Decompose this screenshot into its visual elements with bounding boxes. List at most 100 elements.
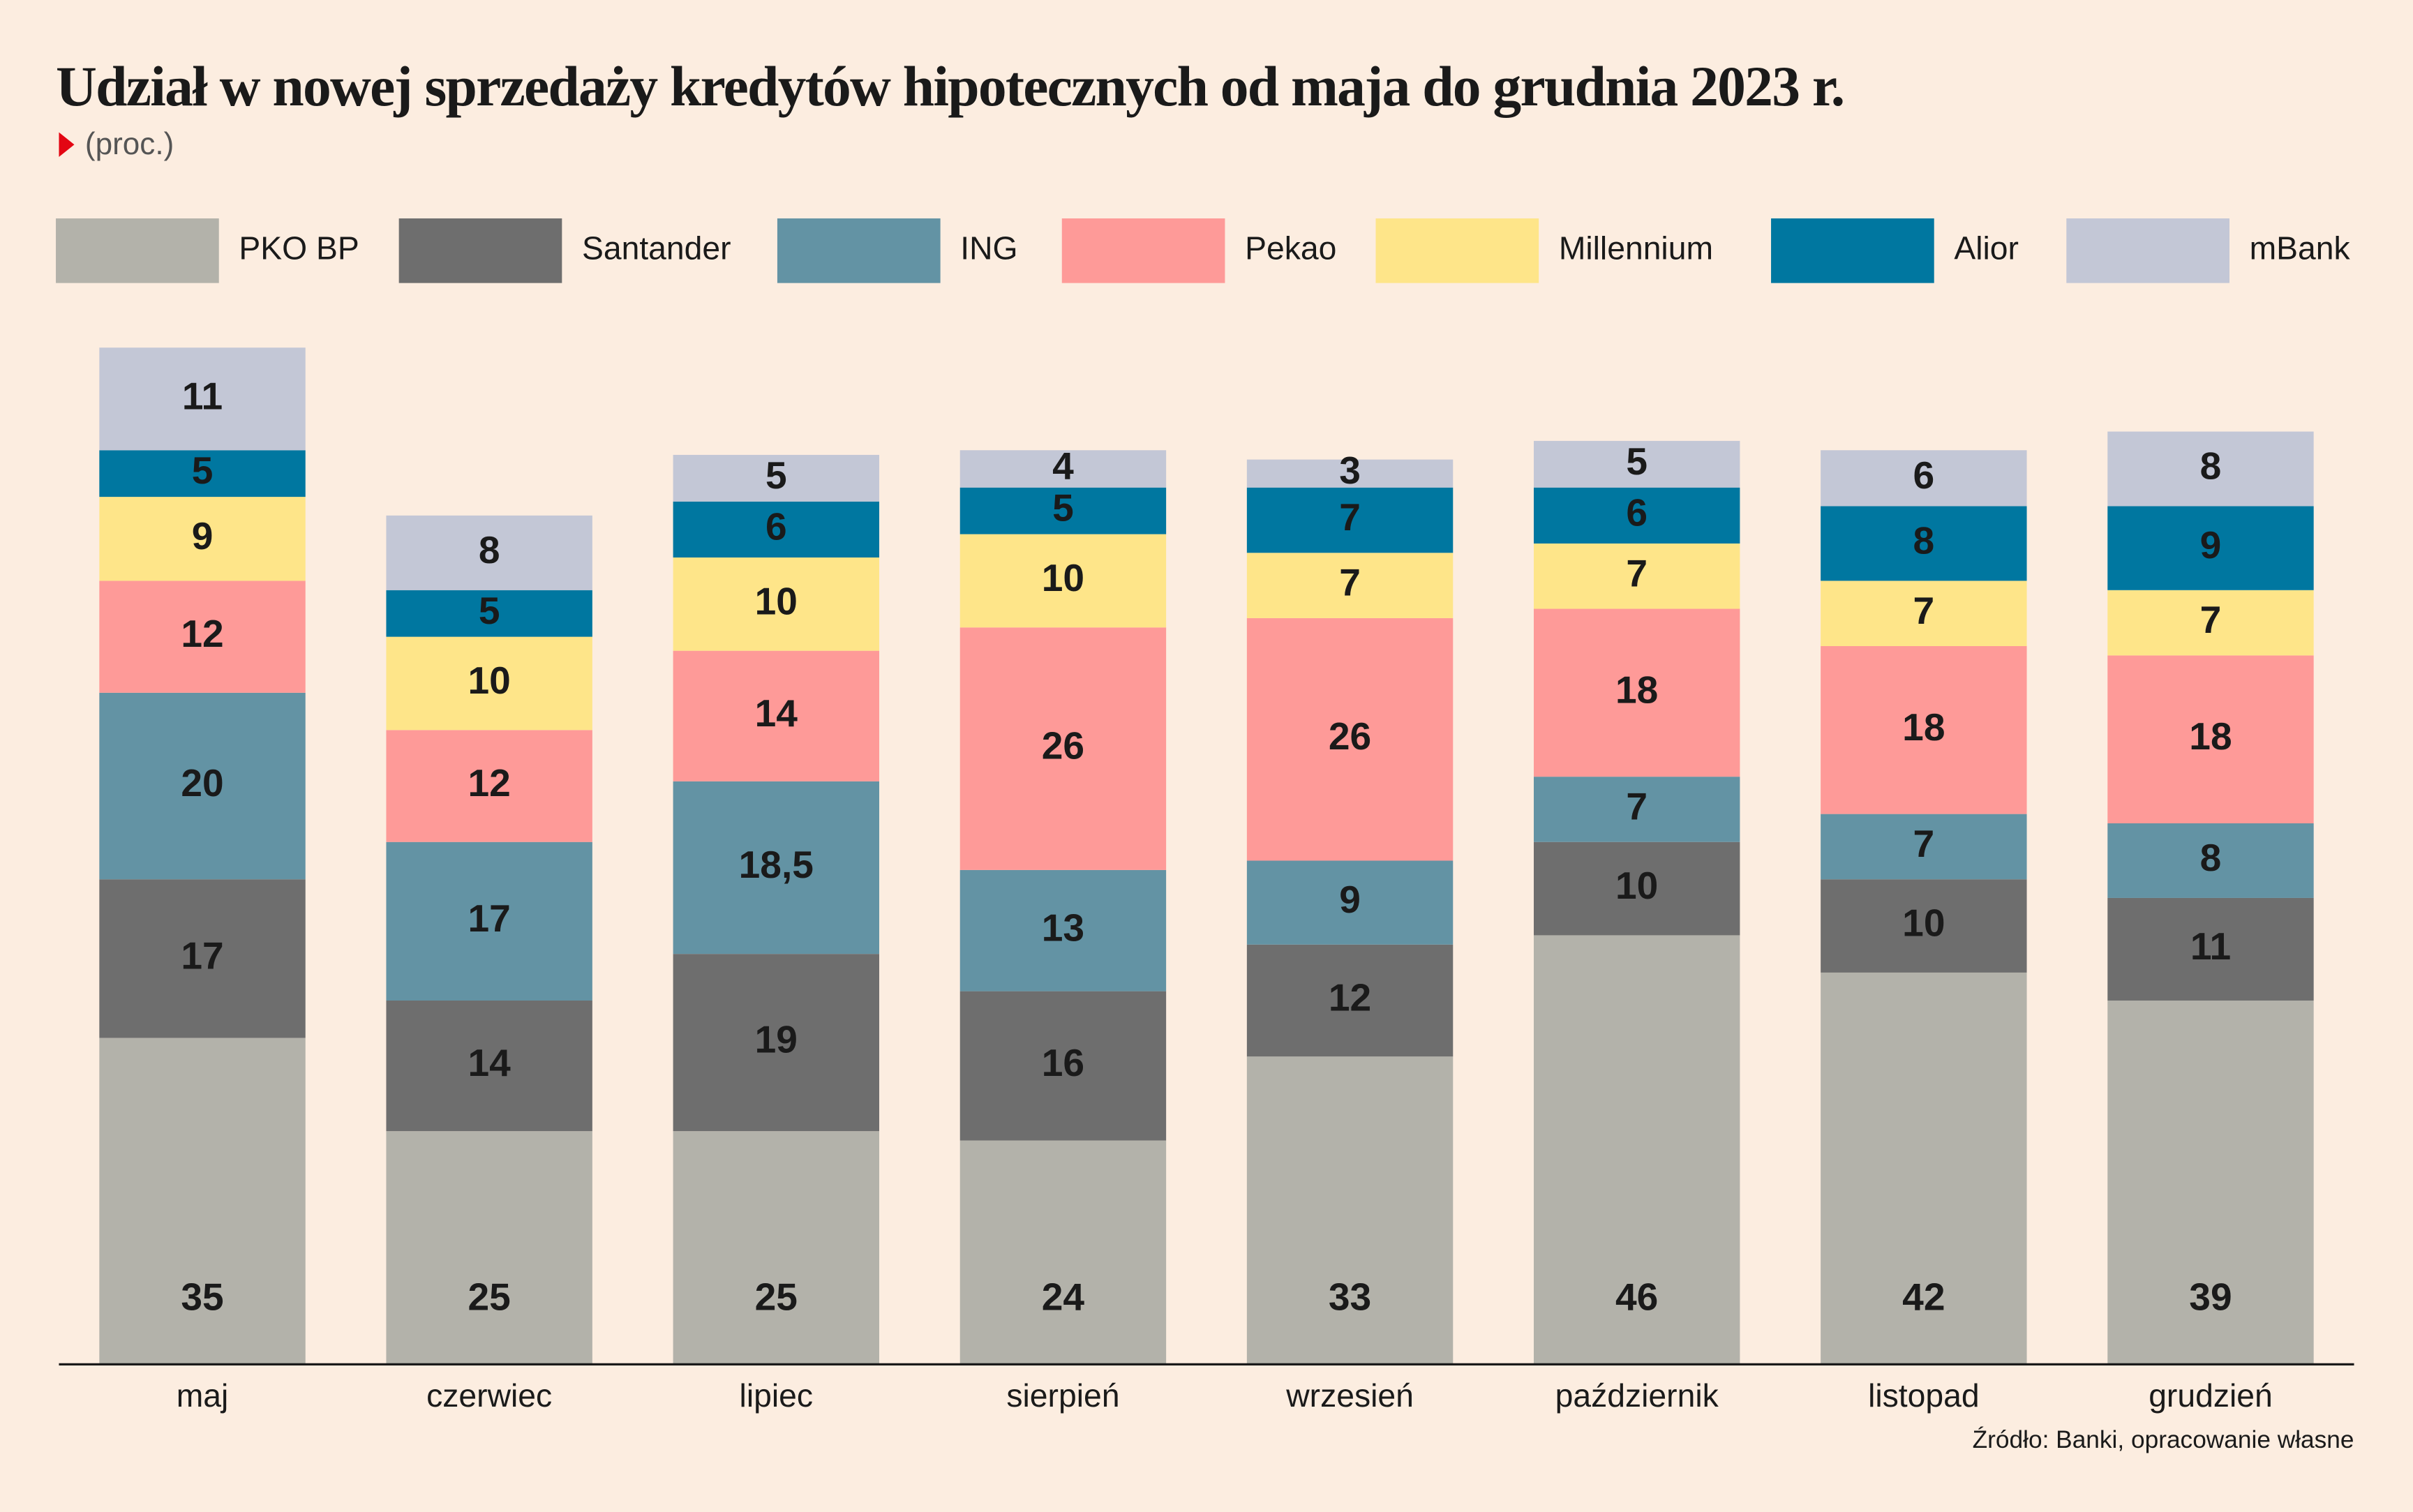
- bar-segment: [386, 636, 592, 731]
- data-label: 26: [1329, 714, 1371, 758]
- bar-segment: [386, 590, 592, 637]
- bar-segment: [959, 869, 1167, 991]
- data-label: 46: [1615, 1275, 1658, 1318]
- data-label: 10: [1902, 901, 1945, 945]
- data-label: 39: [2189, 1275, 2232, 1318]
- bar-segment: [1534, 608, 1740, 777]
- legend-swatch: [2066, 218, 2229, 283]
- data-label: 7: [2200, 598, 2222, 641]
- data-label: 11: [182, 374, 223, 417]
- legend-label: Millennium: [1559, 230, 1713, 267]
- data-label: 5: [1052, 486, 1074, 530]
- data-label: 35: [181, 1275, 223, 1318]
- data-label: 9: [192, 514, 214, 557]
- data-label: 19: [755, 1018, 798, 1061]
- bar-segment: [673, 557, 879, 651]
- bar-segment: [1534, 487, 1740, 544]
- bar-segment: [673, 501, 879, 558]
- data-label: 8: [2200, 444, 2222, 488]
- data-label: 8: [1913, 519, 1935, 562]
- bar-segment: [1246, 459, 1454, 488]
- legend-label: ING: [960, 230, 1017, 267]
- data-label: 18: [2189, 714, 2232, 758]
- bar-segment: [2107, 1001, 2314, 1365]
- bar-segment: [959, 627, 1167, 870]
- data-label: 33: [1329, 1275, 1371, 1318]
- x-tick-label: październik: [1555, 1377, 1719, 1414]
- x-tick-label: grudzień: [2149, 1377, 2273, 1414]
- bar-segment: [673, 954, 879, 1132]
- legend-swatch: [1375, 218, 1539, 283]
- data-label: 13: [1042, 906, 1084, 949]
- bar-segment: [99, 879, 306, 1038]
- x-tick-label: czerwiec: [426, 1377, 552, 1414]
- bar-segment: [99, 347, 306, 451]
- data-label: 8: [2200, 836, 2222, 879]
- bar-segment: [386, 1001, 592, 1132]
- legend-swatch: [398, 218, 562, 283]
- bar-segment: [2107, 431, 2314, 507]
- legend-label: PKO BP: [239, 230, 359, 267]
- data-label: 6: [765, 504, 787, 548]
- bar-segment: [2107, 655, 2314, 824]
- x-tick-label: sierpień: [1006, 1377, 1119, 1414]
- bar-segment: [673, 454, 879, 502]
- data-label: 5: [1626, 440, 1648, 483]
- bar-segment: [1821, 879, 2027, 973]
- chart-subtitle: (proc.): [85, 127, 174, 161]
- bar-segment: [959, 1140, 1167, 1365]
- data-label: 9: [2200, 523, 2222, 567]
- bar-segment: [1534, 543, 1740, 609]
- bar-segment: [959, 487, 1167, 534]
- bar-segment: [673, 781, 879, 955]
- data-label: 14: [755, 691, 798, 735]
- bar-segment: [1534, 935, 1740, 1365]
- legend-swatch: [1061, 218, 1225, 283]
- data-label: 17: [468, 897, 511, 940]
- data-label: 10: [1042, 556, 1084, 599]
- bar-segment: [959, 991, 1167, 1141]
- data-label: 18: [1902, 705, 1945, 749]
- bar-segment: [99, 692, 306, 880]
- data-label: 11: [2190, 925, 2231, 968]
- bar-segment: [1246, 553, 1454, 618]
- x-tick-label: maj: [177, 1377, 229, 1414]
- bar-segment: [1534, 440, 1740, 488]
- x-tick-label: listopad: [1868, 1377, 1980, 1414]
- data-label: 12: [1329, 976, 1371, 1019]
- legend-swatch: [1771, 218, 1934, 283]
- data-label: 7: [1913, 822, 1935, 865]
- bar-segment: [386, 730, 592, 842]
- data-label: 4: [1052, 444, 1074, 488]
- legend-swatch: [777, 218, 941, 283]
- legend-label: Alior: [1954, 230, 2019, 267]
- data-label: 3: [1339, 449, 1361, 492]
- bar-segment: [1821, 506, 2027, 581]
- legend-label: Pekao: [1245, 230, 1336, 267]
- data-label: 17: [181, 934, 223, 977]
- source-note: Źródło: Banki, opracowanie własne: [1973, 1426, 2354, 1453]
- bar-segment: [673, 1131, 879, 1365]
- data-label: 10: [755, 579, 798, 622]
- data-label: 18: [1615, 668, 1658, 711]
- bar-segment: [1821, 450, 2027, 507]
- subtitle-marker: [59, 132, 75, 157]
- data-label: 20: [181, 761, 223, 804]
- bar-segment: [1246, 1056, 1454, 1365]
- data-label: 5: [765, 454, 787, 497]
- bar-segment: [1246, 487, 1454, 553]
- bar-segment: [2107, 897, 2314, 1001]
- legend-label: Santander: [582, 230, 731, 267]
- data-label: 26: [1042, 724, 1084, 768]
- bar-segment: [2107, 590, 2314, 656]
- data-label: 6: [1626, 491, 1648, 534]
- data-label: 25: [468, 1275, 511, 1318]
- x-tick-label: wrzesień: [1285, 1377, 1414, 1414]
- data-label: 7: [1626, 785, 1648, 828]
- data-label: 25: [755, 1275, 798, 1318]
- bar-segment: [99, 450, 306, 497]
- chart-title: Udział w nowej sprzedaży kredytów hipote…: [56, 54, 1844, 118]
- data-label: 6: [1913, 454, 1935, 497]
